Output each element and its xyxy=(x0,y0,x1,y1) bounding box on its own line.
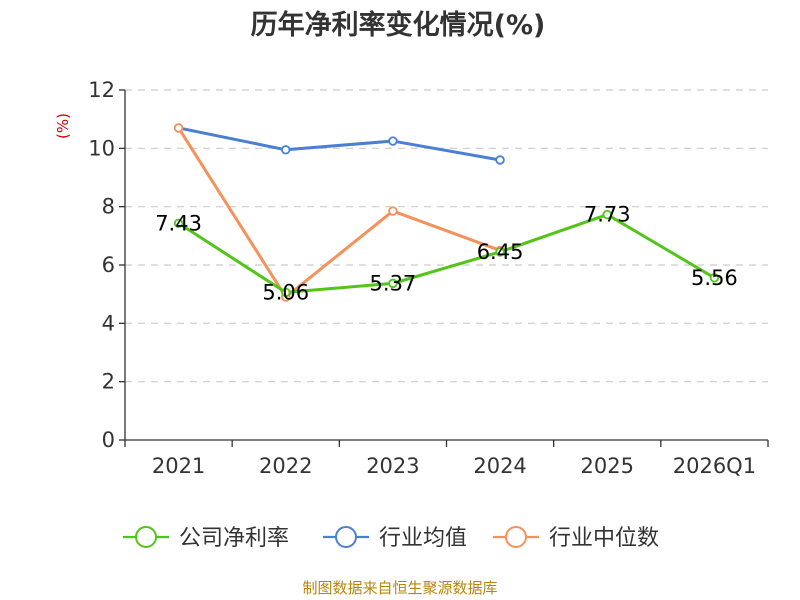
legend-swatch-marker xyxy=(335,526,357,548)
legend-label: 行业均值 xyxy=(379,526,467,551)
chart-title: 历年净利率变化情况(%) xyxy=(251,9,546,41)
series-line-1 xyxy=(178,126,501,162)
data-point[interactable] xyxy=(281,287,291,298)
legend-item-0[interactable]: 公司净利率 xyxy=(123,526,289,551)
series-line-2 xyxy=(177,127,501,299)
data-point[interactable] xyxy=(388,136,398,146)
y-axis-label: (%) xyxy=(54,113,72,139)
data-label: 7.43 xyxy=(155,211,202,235)
y-tick-label: 4 xyxy=(102,311,115,335)
grid xyxy=(125,89,768,383)
y-tick-label: 12 xyxy=(88,78,115,102)
data-label: 5.37 xyxy=(370,271,417,295)
legend[interactable]: 公司净利率 行业均值 行业中位数 xyxy=(123,526,659,551)
data-labels: 7.43 5.06 5.37 6.45 7.73 5.56 xyxy=(155,203,738,305)
x-tick-label: 2025 xyxy=(581,454,634,478)
legend-item-2[interactable]: 行业中位数 xyxy=(493,526,659,551)
data-point[interactable] xyxy=(281,145,291,155)
data-label: 6.45 xyxy=(477,240,524,264)
series-layer xyxy=(173,123,720,302)
data-point[interactable] xyxy=(388,206,398,216)
source-note: 制图数据来自恒生聚源数据库 xyxy=(302,579,497,597)
data-label: 5.06 xyxy=(262,280,309,304)
axes: 0 2 4 6 8 10 12 2021 2022 2023 2024 2025 2026Q1 xyxy=(88,78,769,478)
y-tick-label: 10 xyxy=(88,136,115,160)
x-tick-label: 2024 xyxy=(473,454,526,478)
x-tick-label: 2026Q1 xyxy=(673,454,756,478)
series-line-0 xyxy=(177,213,716,294)
y-tick-label: 2 xyxy=(102,370,115,394)
data-point[interactable] xyxy=(173,123,184,133)
x-tick-label: 2023 xyxy=(366,454,419,478)
data-point[interactable] xyxy=(495,247,505,257)
data-point[interactable] xyxy=(495,155,505,165)
data-label: 5.56 xyxy=(691,266,738,290)
y-tick-label: 0 xyxy=(102,428,115,452)
legend-swatch-marker xyxy=(135,526,157,548)
legend-label: 公司净利率 xyxy=(179,526,289,551)
data-point[interactable] xyxy=(709,273,720,283)
x-tick-label: 2022 xyxy=(259,454,312,478)
data-point[interactable] xyxy=(173,218,184,228)
legend-label: 行业中位数 xyxy=(549,526,659,551)
data-point[interactable] xyxy=(388,278,398,289)
y-tick-label: 6 xyxy=(102,253,115,277)
legend-swatch-marker xyxy=(505,526,527,548)
legend-item-1[interactable]: 行业均值 xyxy=(323,526,467,551)
data-point[interactable] xyxy=(602,209,612,220)
data-label: 7.73 xyxy=(584,203,631,227)
x-tick-label: 2021 xyxy=(152,454,205,478)
y-tick-label: 8 xyxy=(102,195,115,219)
